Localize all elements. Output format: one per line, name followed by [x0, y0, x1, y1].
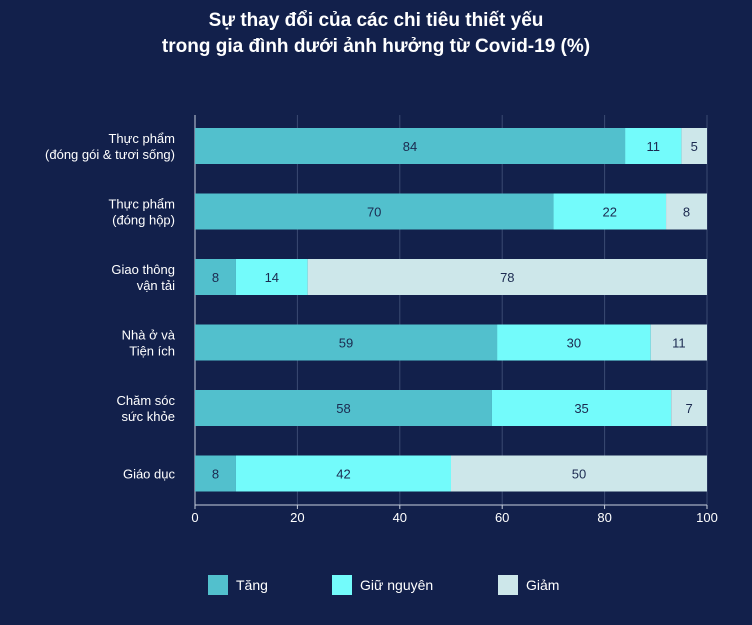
bar-value-label-3-1: 30 [567, 336, 581, 351]
bar-2-0 [195, 259, 236, 295]
bar-0-1 [625, 128, 682, 164]
legend-swatch-2 [498, 575, 518, 595]
chart-title: Sự thay đổi của các chi tiêu thiết yếu t… [0, 8, 752, 60]
category-label-0-0: Thực phẩm [108, 131, 175, 146]
bar-2-2 [307, 259, 707, 295]
legend-swatch-1 [332, 575, 352, 595]
bar-3-2 [650, 324, 707, 361]
bar-value-label-1-1: 22 [602, 205, 616, 220]
x-tick-label-60: 60 [495, 510, 509, 525]
category-label-2-0: Giao thông [111, 262, 175, 277]
bar-value-label-0-0: 84 [403, 139, 417, 154]
x-tick-label-40: 40 [393, 510, 407, 525]
bar-5-1 [235, 455, 451, 492]
x-tick-label-20: 20 [290, 510, 304, 525]
legend-label-0: Tăng [236, 577, 268, 593]
bar-4-2 [671, 390, 707, 426]
chart-title-line-1: Sự thay đổi của các chi tiêu thiết yếu [208, 10, 544, 31]
bar-value-label-4-2: 7 [685, 401, 692, 416]
bar-value-label-5-1: 42 [336, 467, 350, 482]
bar-1-2 [666, 193, 707, 230]
x-tick-label-0: 0 [191, 510, 198, 525]
x-tick-label-100: 100 [696, 510, 718, 525]
legend-label-1: Giữ nguyên [360, 577, 433, 593]
bar-4-0 [195, 390, 492, 426]
x-tick-label-80: 80 [597, 510, 611, 525]
bar-value-label-2-1: 14 [265, 270, 279, 285]
chart-title-line-2: trong gia đình dưới ảnh hưởng từ Covid-1… [161, 36, 591, 57]
category-label-5-0: Giáo dục [123, 467, 176, 482]
bar-1-1 [553, 193, 667, 230]
bar-value-label-1-0: 70 [367, 205, 381, 220]
category-label-4-0: Chăm sóc [116, 393, 175, 408]
category-label-1-1: (đóng hộp) [112, 213, 175, 228]
bar-value-label-2-2: 78 [500, 270, 514, 285]
bar-value-label-5-0: 8 [212, 467, 219, 482]
bar-5-0 [195, 455, 236, 492]
bar-value-label-5-2: 50 [572, 467, 586, 482]
bar-value-label-2-0: 8 [212, 270, 219, 285]
category-label-0-1: (đóng gói & tươi sống) [45, 147, 175, 162]
bar-value-label-1-2: 8 [683, 205, 690, 220]
legend-swatch-0 [208, 575, 228, 595]
bar-0-2 [681, 128, 707, 164]
bar-value-label-3-0: 59 [339, 336, 353, 351]
bar-value-label-3-2: 11 [672, 336, 686, 351]
category-label-4-1: sức khỏe [121, 409, 175, 424]
category-label-2-1: vận tải [137, 278, 175, 293]
bar-value-label-0-2: 5 [691, 139, 698, 154]
bar-value-label-4-1: 35 [574, 401, 588, 416]
bar-3-0 [195, 324, 498, 361]
category-label-3-0: Nhà ở và [122, 328, 176, 343]
bar-5-2 [451, 455, 707, 492]
legend-label-2: Giảm [526, 577, 559, 593]
bar-value-label-0-1: 11 [646, 139, 660, 154]
category-label-1-0: Thực phẩm [108, 197, 175, 212]
bar-0-0 [195, 128, 626, 164]
bar-1-0 [195, 193, 554, 230]
bar-2-1 [235, 259, 308, 295]
category-label-3-1: Tiện ích [129, 344, 175, 359]
bar-value-label-4-0: 58 [336, 401, 350, 416]
bar-4-1 [491, 390, 672, 426]
bar-3-1 [497, 324, 651, 361]
